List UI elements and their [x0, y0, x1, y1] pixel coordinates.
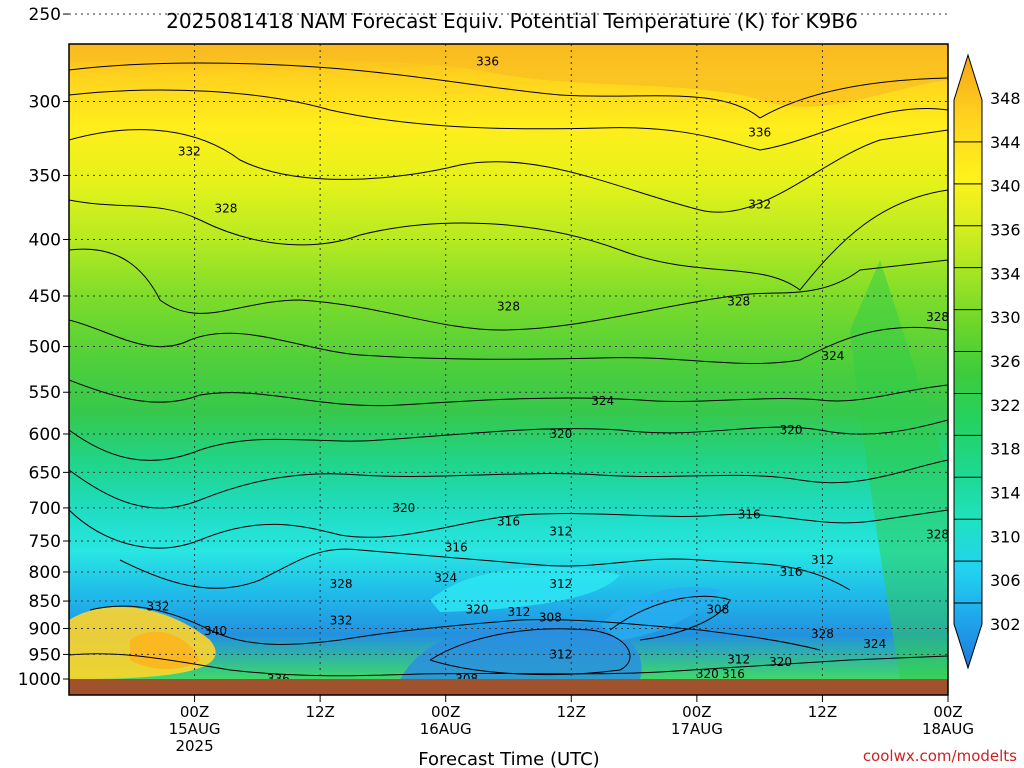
contour-label: 320: [392, 501, 415, 515]
plot-frame: [68, 43, 949, 696]
contour-label: 308: [455, 672, 478, 686]
contour-label: 308: [539, 611, 562, 625]
contour-label: 324: [863, 637, 886, 651]
x-axis-label: Forecast Time (UTC): [418, 749, 599, 768]
colorbar-body: [953, 53, 983, 670]
y-gridlines: [69, 13, 948, 655]
contour-label: 316: [445, 540, 468, 554]
x-tick-label: 2025: [175, 737, 213, 755]
y-tick-label: 900: [29, 619, 61, 639]
contour-label: 320: [466, 602, 489, 616]
y-tick-label: 850: [29, 592, 61, 612]
x-tick-label: 18AUG: [922, 720, 974, 738]
orange-cap: [69, 44, 948, 107]
colorbar-label: 336: [990, 221, 1021, 240]
ground-bar: [69, 679, 948, 695]
plot-area: 3443403443443403363363323283323283283283…: [68, 13, 949, 696]
contour-label: 308: [706, 602, 729, 616]
x-tick-label: 12Z: [808, 703, 837, 721]
colorbar-label: 314: [990, 484, 1021, 503]
contour-label: 328: [926, 310, 949, 324]
contour-label: 336: [748, 125, 771, 139]
contour-label: 332: [748, 198, 771, 212]
contour-label: 328: [330, 577, 353, 591]
cool-pocket-core: [400, 621, 642, 679]
colorbar-label: 330: [990, 308, 1021, 327]
warm-pocket-core: [130, 631, 200, 669]
chart-title: 2025081418 NAM Forecast Equiv. Potential…: [166, 9, 858, 33]
y-tick-label: 750: [29, 532, 61, 552]
x-tick-label: 00Z: [933, 703, 962, 721]
contour-label: 312: [811, 553, 834, 567]
contour-label: 320: [549, 427, 572, 441]
y-tick-label: 250: [29, 5, 61, 25]
contour-label: 316: [738, 508, 761, 522]
contour-label: 312: [508, 605, 531, 619]
contour-label: 340: [204, 624, 227, 638]
y-tick-label: 600: [29, 425, 61, 445]
y-axis: 250 300 350 400 450 500 550 600 650 700 750 800 850 9…: [18, 5, 69, 690]
y-tick-label: 450: [29, 287, 61, 307]
contour-label: 312: [727, 652, 750, 666]
colorbar-label: 326: [990, 352, 1021, 371]
x-tick-label: 12Z: [305, 703, 334, 721]
cool-pocket-east: [600, 586, 720, 640]
contour-label: 324: [434, 571, 457, 585]
colorbar-label: 334: [990, 264, 1021, 283]
contour-label: 316: [497, 514, 520, 528]
contour-label: 332: [146, 600, 169, 614]
contour-labels: 3443403443443403363363323283323283283283…: [146, 54, 949, 686]
y-tick-label: 800: [29, 563, 61, 583]
contour-label: 312: [549, 647, 572, 661]
contour-label: 312: [549, 577, 572, 591]
colorbar: 302 306 310 314 318 322 326 330 334 336 340 344 348: [953, 53, 1021, 670]
y-tick-label: 500: [29, 338, 61, 358]
colorbar-label: 344: [990, 133, 1021, 152]
y-tick-label: 550: [29, 383, 61, 403]
credit-link[interactable]: coolwx.com/modelts: [863, 747, 1017, 765]
colorbar-label: 302: [990, 615, 1021, 634]
y-tick-label: 1000: [18, 670, 61, 690]
contour-label: 320: [696, 667, 719, 681]
contour-label: 316: [780, 565, 803, 579]
contour-label: 324: [591, 394, 614, 408]
x-tick-label: 12Z: [557, 703, 586, 721]
contour-label: 328: [727, 294, 750, 308]
colorbar-label: 318: [990, 440, 1021, 459]
contour-label: 328: [926, 528, 949, 542]
contour-label: 336: [267, 672, 290, 686]
contour-label: 320: [780, 423, 803, 437]
contour-label: 328: [215, 202, 238, 216]
contour-label: 328: [497, 300, 520, 314]
y-tick-label: 950: [29, 645, 61, 665]
contour-label: 316: [722, 667, 745, 681]
y-tick-label: 400: [29, 230, 61, 250]
x-tick-label: 15AUG: [169, 720, 221, 738]
x-tick-label: 17AUG: [671, 720, 723, 738]
colorbar-label: 322: [990, 396, 1021, 415]
y-tick-label: 650: [29, 463, 61, 483]
colorbar-label: 306: [990, 571, 1021, 590]
field-features: [69, 44, 948, 679]
x-tick-label: 00Z: [682, 703, 711, 721]
contour-label: 312: [549, 524, 572, 538]
colorbar-label: 310: [990, 527, 1021, 546]
y-tick-label: 350: [29, 166, 61, 186]
x-tick-label: 00Z: [180, 703, 209, 721]
contour-label: 332: [330, 613, 353, 627]
y-tick-label: 300: [29, 92, 61, 112]
contour-label: 332: [178, 145, 201, 159]
green-east-band: [850, 260, 948, 679]
colorbar-label: 348: [990, 89, 1021, 108]
x-tick-label: 16AUG: [420, 720, 472, 738]
y-tick-label: 700: [29, 499, 61, 519]
contour-label: 324: [821, 349, 844, 363]
colorbar-label: 340: [990, 177, 1021, 196]
contour-label: 336: [476, 54, 499, 68]
x-tick-label: 00Z: [431, 703, 460, 721]
contour-label: 320: [769, 655, 792, 669]
